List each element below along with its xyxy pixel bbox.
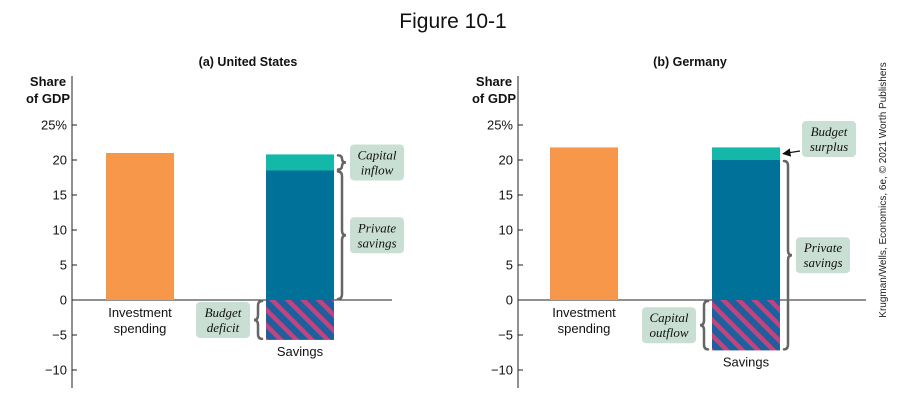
annotation-label: savings bbox=[358, 235, 397, 250]
annotation-label: Budget bbox=[205, 305, 242, 320]
annotation-label: outflow bbox=[649, 325, 688, 340]
y-tick-label: 25% bbox=[487, 118, 513, 133]
category-label: Savings bbox=[277, 344, 324, 359]
y-tick-label: 5 bbox=[60, 258, 67, 273]
y-tick-label: 0 bbox=[506, 293, 513, 308]
annotation-label: surplus bbox=[810, 139, 848, 154]
annotation-arrow bbox=[782, 148, 801, 157]
y-tick-label: 10 bbox=[53, 223, 67, 238]
y-tick-label: 20 bbox=[499, 153, 513, 168]
annotation-box bbox=[350, 217, 404, 254]
annotation-bracket bbox=[699, 299, 710, 351]
publisher-credit: Krugman/Wells, Economics, 6e, © 2021 Wor… bbox=[878, 62, 889, 317]
category-label: spending bbox=[114, 321, 167, 336]
y-tick-label: 20 bbox=[53, 153, 67, 168]
y-tick-label: 15 bbox=[53, 188, 67, 203]
annotation-bracket bbox=[336, 154, 347, 171]
annotation-label: Capital bbox=[649, 310, 688, 325]
annotation-box bbox=[350, 144, 404, 181]
savings-segment-private-savings bbox=[266, 170, 334, 300]
annotation-label: Private bbox=[357, 220, 396, 235]
savings-segment-private-savings bbox=[712, 160, 780, 300]
category-label: Investment bbox=[552, 305, 616, 320]
annotation-label: Private bbox=[803, 240, 842, 255]
panel-germany: (b) Germany Share of GDP −10 −5 0 5 10 15 20 25% In… bbox=[472, 55, 866, 388]
annotation-bracket bbox=[253, 299, 264, 341]
y-tick-label: 25% bbox=[41, 118, 67, 133]
annotation-label: savings bbox=[804, 255, 843, 270]
savings-segment-capital-flow bbox=[266, 154, 334, 171]
y-tick-label: −5 bbox=[52, 328, 67, 343]
annotation-box bbox=[196, 301, 250, 338]
figure-title: Figure 10-1 bbox=[399, 10, 506, 33]
investment-bar bbox=[106, 153, 174, 300]
y-tick-label: 10 bbox=[499, 223, 513, 238]
y-tick-label: −10 bbox=[491, 363, 513, 378]
annotation-box bbox=[802, 121, 856, 157]
y-tick-label: 15 bbox=[499, 188, 513, 203]
category-label: Investment bbox=[108, 305, 172, 320]
y-tick-label: 0 bbox=[60, 293, 67, 308]
category-label: spending bbox=[558, 321, 611, 336]
annotation-label: Budget bbox=[811, 124, 848, 139]
savings-segment-budget-deficit bbox=[266, 300, 334, 340]
y-axis-label: of GDP bbox=[26, 91, 70, 106]
annotation-box bbox=[642, 307, 696, 344]
y-axis-label: Share bbox=[30, 74, 66, 89]
annotation-bracket bbox=[782, 159, 793, 351]
category-label: Savings bbox=[723, 354, 770, 369]
panel-title: (a) United States bbox=[199, 55, 298, 69]
y-axis-label: of GDP bbox=[472, 91, 516, 106]
savings-segment-capital-outflow bbox=[712, 300, 780, 351]
annotation-label: Capital bbox=[357, 147, 396, 162]
annotation-label: inflow bbox=[361, 162, 394, 177]
annotation-label: deficit bbox=[207, 320, 240, 335]
annotation-box bbox=[796, 237, 850, 274]
y-axis-label: Share bbox=[476, 74, 512, 89]
panel-united-states: (a) United States Share of GDP −10 −5 0 5 10 15 2… bbox=[26, 55, 404, 388]
y-tick-label: −5 bbox=[498, 328, 513, 343]
y-tick-label: 5 bbox=[506, 258, 513, 273]
investment-bar bbox=[550, 147, 618, 300]
savings-segment-budget-surplus bbox=[712, 147, 780, 160]
panel-title: (b) Germany bbox=[653, 55, 727, 69]
annotation-bracket bbox=[336, 170, 347, 301]
y-tick-label: −10 bbox=[45, 363, 67, 378]
